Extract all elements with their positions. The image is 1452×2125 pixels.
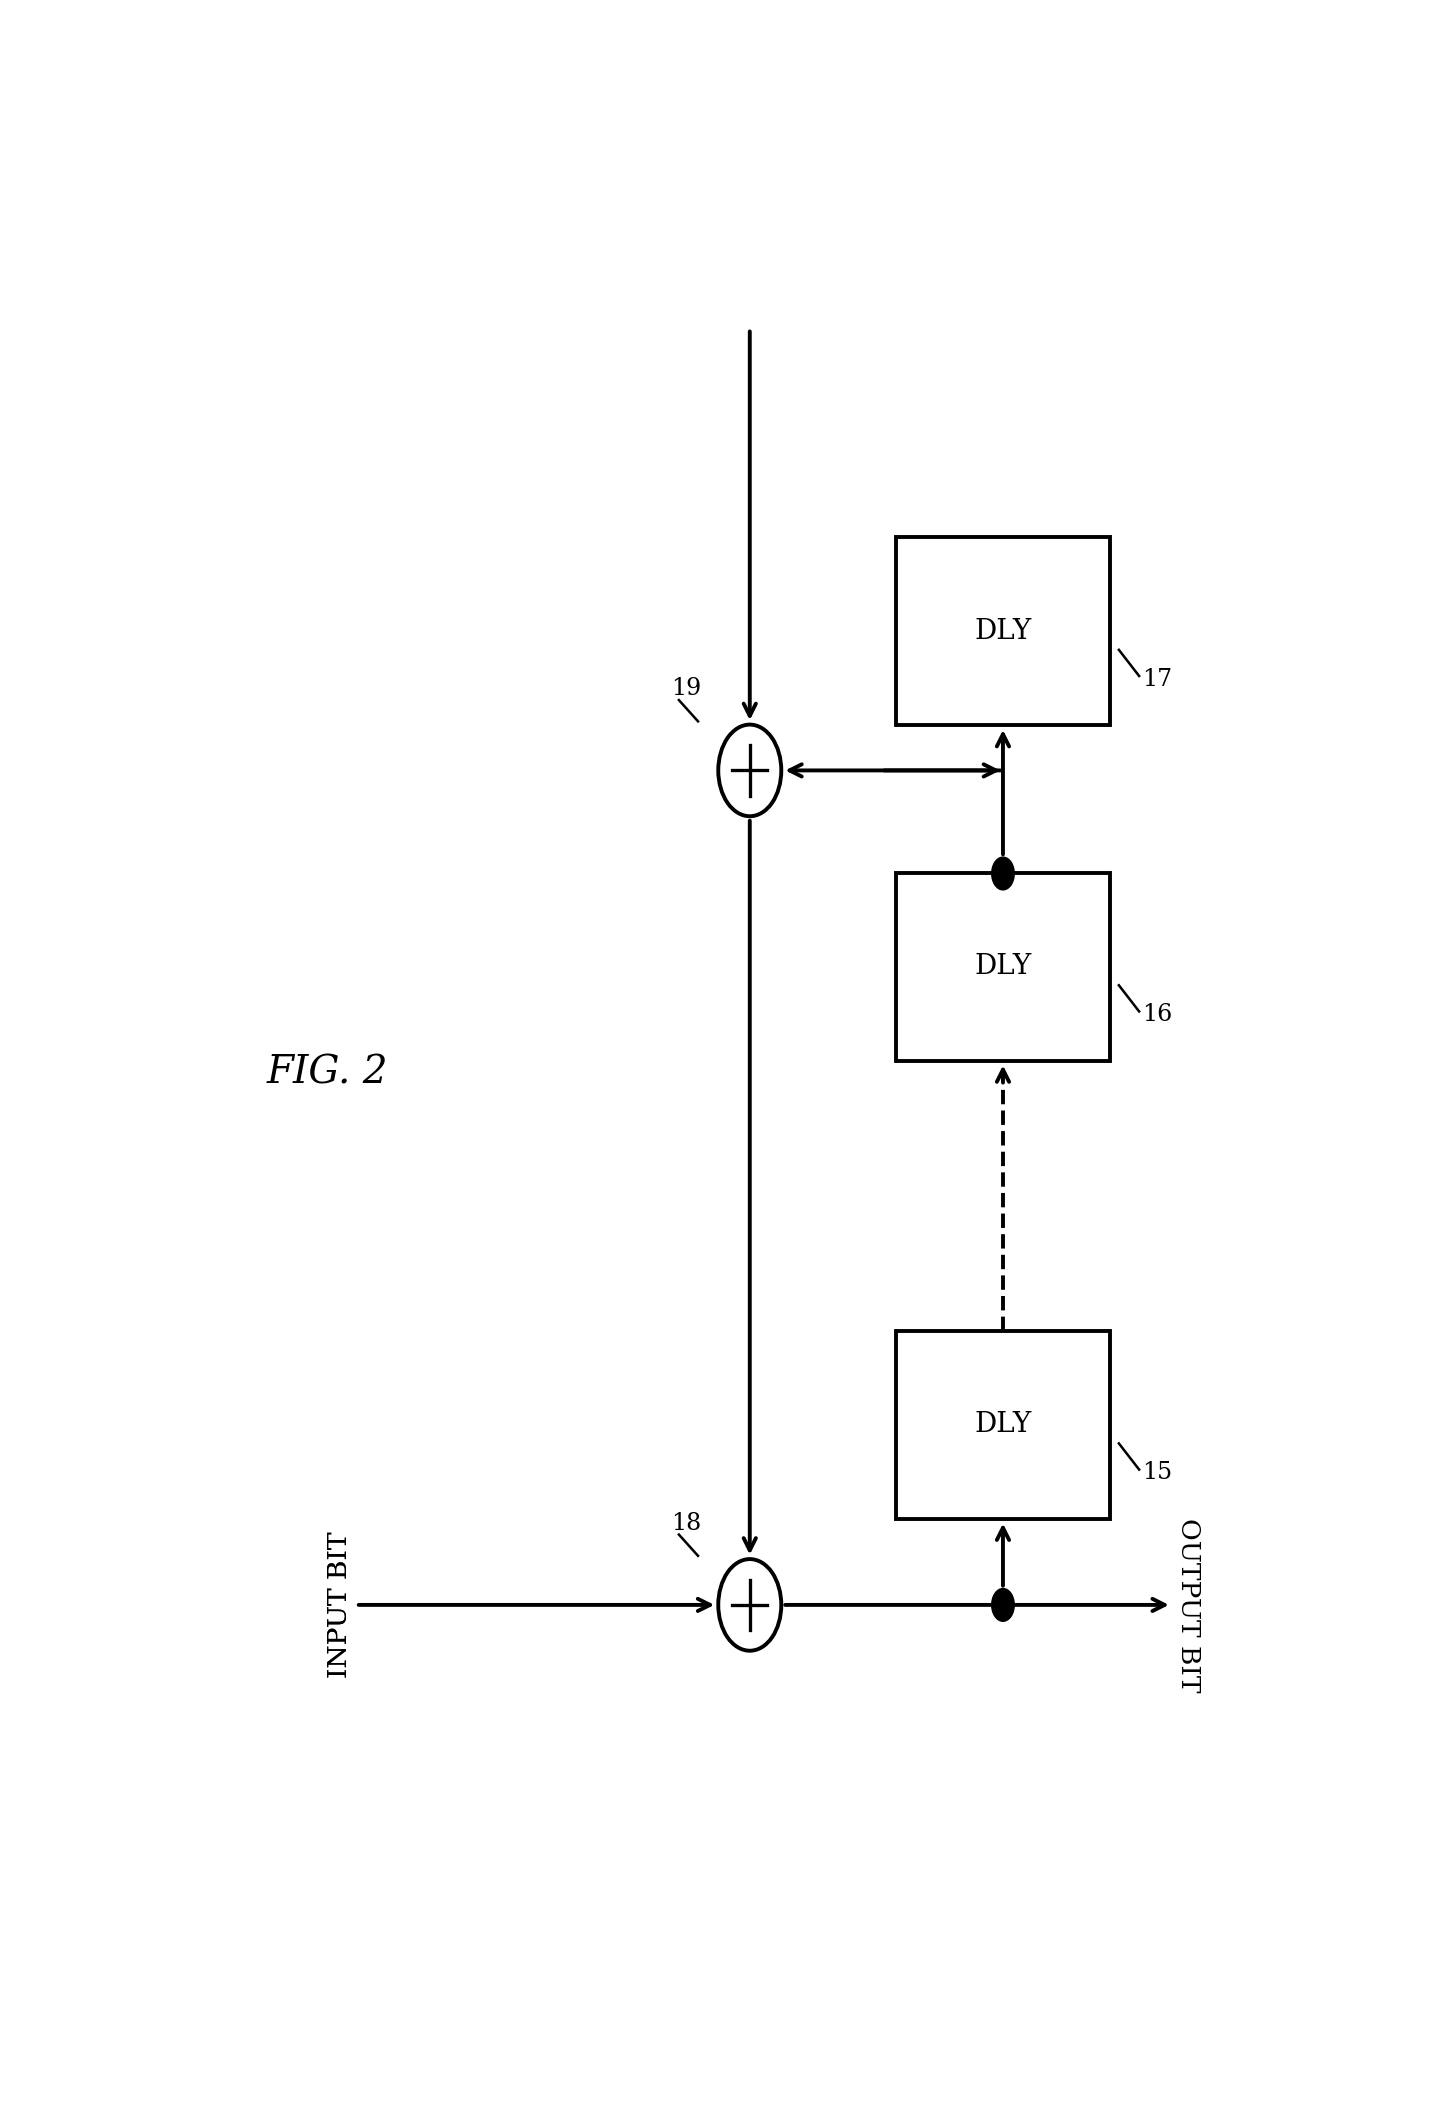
Text: DLY: DLY — [974, 954, 1031, 980]
Text: DLY: DLY — [974, 618, 1031, 644]
Text: 15: 15 — [1143, 1462, 1173, 1485]
Text: FIG. 2: FIG. 2 — [267, 1054, 389, 1092]
Circle shape — [719, 1560, 781, 1651]
Text: 16: 16 — [1143, 1003, 1173, 1026]
Text: 17: 17 — [1143, 667, 1173, 691]
Bar — [896, 538, 1109, 725]
Text: INPUT BIT: INPUT BIT — [327, 1532, 351, 1679]
Circle shape — [719, 725, 781, 816]
Bar — [896, 1330, 1109, 1519]
Circle shape — [992, 1590, 1013, 1621]
Text: 19: 19 — [671, 678, 701, 699]
Text: OUTPUT BIT: OUTPUT BIT — [1176, 1517, 1201, 1692]
Text: INPUT BIT: INPUT BIT — [327, 1532, 351, 1679]
Text: DLY: DLY — [974, 1411, 1031, 1439]
Text: 18: 18 — [671, 1511, 701, 1534]
Bar — [896, 873, 1109, 1060]
Circle shape — [992, 856, 1013, 890]
